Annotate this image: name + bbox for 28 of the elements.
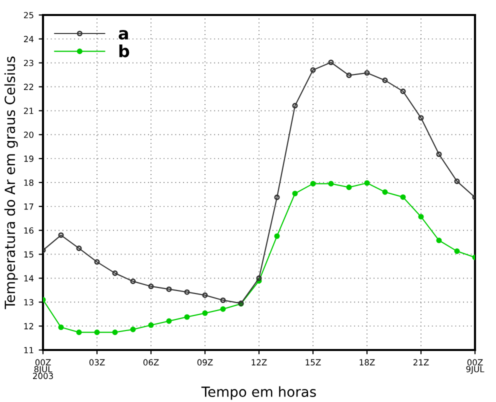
legend-label: a	[118, 30, 128, 40]
y-tick-label: 16	[24, 227, 34, 234]
x-tick-label: 06Z	[143, 359, 159, 366]
y-tick-label: 22	[24, 84, 34, 90]
x-tick-label: 15Z	[306, 359, 321, 366]
y-tick-label: 19	[24, 156, 34, 162]
y-tick-label: 20	[24, 132, 34, 138]
y-tick-label: 11	[24, 347, 34, 354]
y-tick-label: 25	[24, 12, 34, 18]
y-tick-label: 21	[24, 108, 34, 114]
y-tick-label: 15	[24, 251, 34, 258]
x-axis-title: Tempo em horas	[201, 386, 316, 400]
x-tick-label: 09Z	[197, 359, 213, 366]
x-tick-label: 21Z	[413, 359, 429, 366]
y-tick-label: 17	[24, 204, 34, 210]
x-tick-label: 00Z 8JUL 2003	[33, 359, 53, 380]
x-tick-label: 00Z 9JUL	[466, 359, 484, 374]
legend-label: b	[119, 44, 130, 58]
x-tick-label: 18Z	[360, 359, 375, 366]
x-tick-label: 12Z	[252, 359, 267, 366]
y-tick-label: 24	[24, 36, 34, 42]
y-tick-label: 13	[24, 299, 34, 306]
y-axis-title: Temperatura do Ar em graus Celsius	[4, 56, 18, 310]
y-tick-label: 12	[24, 323, 34, 330]
y-tick-label: 23	[24, 60, 34, 66]
x-tick-label: 03Z	[89, 359, 105, 366]
y-tick-label: 14	[24, 275, 34, 282]
y-tick-label: 18	[24, 179, 34, 186]
